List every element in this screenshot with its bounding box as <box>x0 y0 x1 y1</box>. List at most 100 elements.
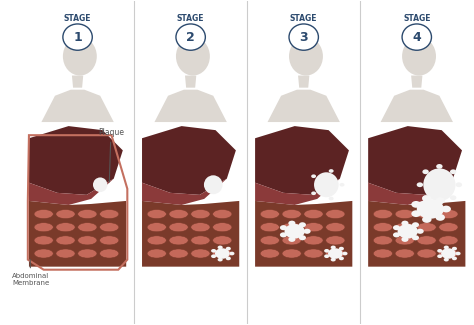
Ellipse shape <box>304 249 323 258</box>
Ellipse shape <box>339 256 344 260</box>
Ellipse shape <box>260 223 279 232</box>
Text: 3: 3 <box>300 31 308 44</box>
Polygon shape <box>298 75 310 88</box>
Text: 2: 2 <box>186 31 195 44</box>
Ellipse shape <box>34 249 53 258</box>
Ellipse shape <box>226 247 231 251</box>
Ellipse shape <box>411 201 421 208</box>
Ellipse shape <box>260 236 279 245</box>
Polygon shape <box>29 201 126 266</box>
Circle shape <box>63 24 92 50</box>
Ellipse shape <box>147 249 166 258</box>
Ellipse shape <box>439 210 458 219</box>
Text: STAGE: STAGE <box>290 14 318 23</box>
Ellipse shape <box>191 236 210 245</box>
Ellipse shape <box>444 246 449 249</box>
Ellipse shape <box>436 201 443 205</box>
Ellipse shape <box>401 221 409 226</box>
Ellipse shape <box>417 223 436 232</box>
Ellipse shape <box>218 246 223 249</box>
Ellipse shape <box>169 223 188 232</box>
Ellipse shape <box>280 232 287 238</box>
Ellipse shape <box>100 223 119 232</box>
Ellipse shape <box>328 248 343 259</box>
Ellipse shape <box>417 236 436 245</box>
Ellipse shape <box>282 249 301 258</box>
Ellipse shape <box>100 249 119 258</box>
Circle shape <box>402 24 431 50</box>
Ellipse shape <box>213 210 232 219</box>
Ellipse shape <box>282 210 301 219</box>
Ellipse shape <box>450 169 456 174</box>
Ellipse shape <box>439 249 458 258</box>
Ellipse shape <box>282 236 301 245</box>
Ellipse shape <box>284 224 305 239</box>
Ellipse shape <box>34 223 53 232</box>
Ellipse shape <box>411 210 421 217</box>
Polygon shape <box>29 179 114 205</box>
Ellipse shape <box>34 236 53 245</box>
Ellipse shape <box>328 197 334 200</box>
Ellipse shape <box>211 254 216 258</box>
Ellipse shape <box>422 195 431 202</box>
Ellipse shape <box>304 223 323 232</box>
Ellipse shape <box>441 206 451 213</box>
Text: STAGE: STAGE <box>403 14 430 23</box>
Ellipse shape <box>229 252 235 255</box>
Ellipse shape <box>218 258 223 262</box>
Ellipse shape <box>402 37 436 75</box>
Ellipse shape <box>100 236 119 245</box>
Ellipse shape <box>324 249 329 253</box>
Ellipse shape <box>441 248 456 259</box>
Polygon shape <box>255 179 340 205</box>
Polygon shape <box>142 179 227 205</box>
Text: 4: 4 <box>412 31 421 44</box>
Ellipse shape <box>191 223 210 232</box>
Polygon shape <box>41 90 114 122</box>
Ellipse shape <box>100 210 119 219</box>
Circle shape <box>176 24 205 50</box>
Text: Abdominal
Membrane: Abdominal Membrane <box>12 259 49 286</box>
Ellipse shape <box>282 223 301 232</box>
Ellipse shape <box>311 191 316 195</box>
Ellipse shape <box>373 223 392 232</box>
Ellipse shape <box>450 195 456 200</box>
Ellipse shape <box>34 210 53 219</box>
Ellipse shape <box>393 225 400 230</box>
Ellipse shape <box>78 236 97 245</box>
Ellipse shape <box>373 210 392 219</box>
Ellipse shape <box>326 223 345 232</box>
Polygon shape <box>155 90 227 122</box>
Polygon shape <box>29 126 123 195</box>
Polygon shape <box>381 90 453 122</box>
Ellipse shape <box>326 210 345 219</box>
Text: Plaque: Plaque <box>98 128 124 182</box>
Ellipse shape <box>56 210 75 219</box>
Ellipse shape <box>339 247 344 251</box>
Ellipse shape <box>78 210 97 219</box>
Ellipse shape <box>191 210 210 219</box>
Ellipse shape <box>299 222 306 227</box>
Ellipse shape <box>328 169 334 173</box>
Ellipse shape <box>395 236 414 245</box>
Ellipse shape <box>147 223 166 232</box>
Ellipse shape <box>260 210 279 219</box>
Ellipse shape <box>324 254 329 258</box>
Ellipse shape <box>56 236 75 245</box>
Ellipse shape <box>213 223 232 232</box>
Ellipse shape <box>436 214 445 221</box>
Ellipse shape <box>436 164 443 169</box>
Ellipse shape <box>412 235 419 240</box>
Polygon shape <box>368 201 465 266</box>
Polygon shape <box>368 179 453 205</box>
Polygon shape <box>255 126 349 195</box>
Ellipse shape <box>452 256 457 260</box>
Ellipse shape <box>147 210 166 219</box>
Ellipse shape <box>63 37 97 75</box>
Ellipse shape <box>289 37 323 75</box>
Ellipse shape <box>260 249 279 258</box>
Ellipse shape <box>422 169 429 174</box>
Ellipse shape <box>78 249 97 258</box>
Ellipse shape <box>226 256 231 260</box>
Ellipse shape <box>395 249 414 258</box>
